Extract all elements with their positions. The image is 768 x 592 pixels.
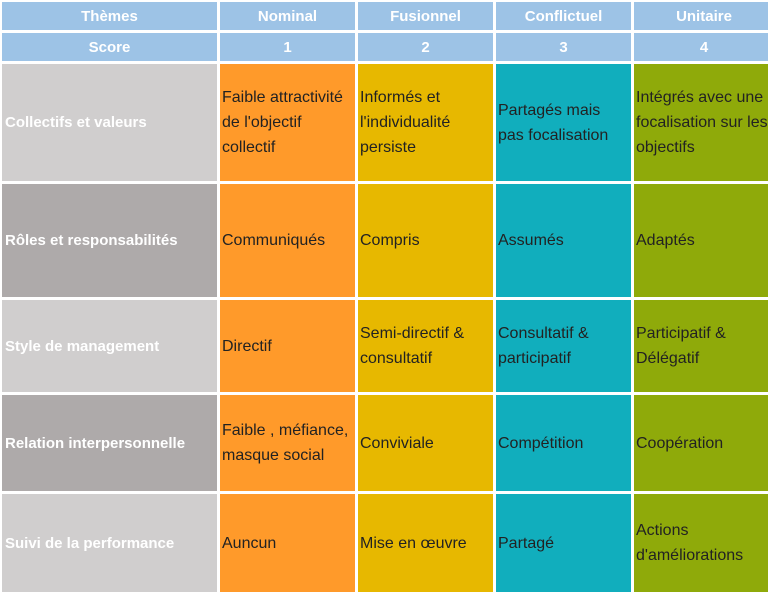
cell-suivi-unitaire: Actions d'améliorations [634,494,768,592]
theme-collectifs-valeurs: Collectifs et valeurs [2,64,217,181]
cell-relation-unitaire: Coopération [634,395,768,491]
cell-roles-unitaire: Adaptés [634,184,768,297]
cell-roles-fusionnel: Compris [358,184,493,297]
cell-style-nominal: Directif [220,300,355,392]
cell-suivi-nominal: Auncun [220,494,355,592]
cell-collectifs-conflictuel: Partagés mais pas focalisation [496,64,631,181]
theme-roles-responsabilites: Rôles et responsabilités [2,184,217,297]
score-label: Score [2,33,217,61]
header-unitaire: Unitaire [634,2,768,30]
cell-roles-nominal: Communiqués [220,184,355,297]
cell-suivi-fusionnel: Mise en œuvre [358,494,493,592]
cell-relation-nominal: Faible , méfiance, masque social [220,395,355,491]
cell-relation-conflictuel: Compétition [496,395,631,491]
header-nominal: Nominal [220,2,355,30]
header-fusionnel: Fusionnel [358,2,493,30]
theme-suivi-performance: Suivi de la performance [2,494,217,592]
score-conflictuel: 3 [496,33,631,61]
cell-collectifs-fusionnel: Informés et l'individualité persiste [358,64,493,181]
cell-style-unitaire: Participatif & Délégatif [634,300,768,392]
cell-collectifs-nominal: Faible attractivité de l'objectif collec… [220,64,355,181]
cell-collectifs-unitaire: Intégrés avec une focalisation sur les o… [634,64,768,181]
cell-relation-fusionnel: Conviviale [358,395,493,491]
header-conflictuel: Conflictuel [496,2,631,30]
theme-relation-interpersonnelle: Relation interpersonnelle [2,395,217,491]
header-themes: Thèmes [2,2,217,30]
theme-style-management: Style de management [2,300,217,392]
cell-style-fusionnel: Semi-directif & consultatif [358,300,493,392]
cell-roles-conflictuel: Assumés [496,184,631,297]
score-nominal: 1 [220,33,355,61]
cell-suivi-conflictuel: Partagé [496,494,631,592]
cell-style-conflictuel: Consultatif & participatif [496,300,631,392]
score-unitaire: 4 [634,33,768,61]
score-fusionnel: 2 [358,33,493,61]
